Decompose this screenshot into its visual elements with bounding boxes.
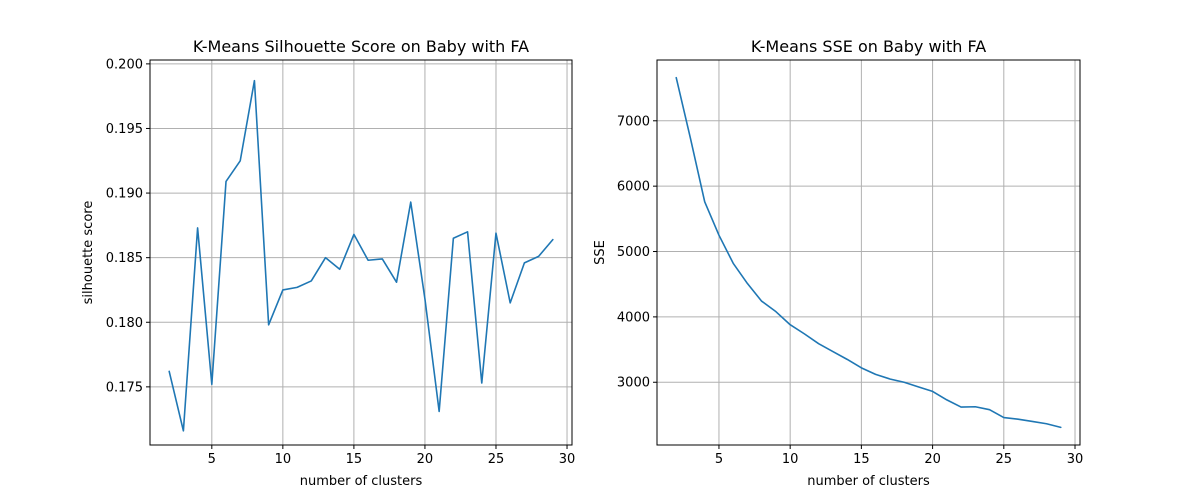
x-tick-label: 20: [924, 452, 941, 467]
y-tick-label: 0.175: [106, 380, 143, 395]
series-line: [675, 76, 1062, 429]
axes-frame: [656, 59, 1081, 446]
chart-title: K-Means Silhouette Score on Baby with FA: [193, 37, 529, 56]
y-tick-label: 0.195: [106, 122, 143, 137]
y-tick-label: 5000: [617, 245, 650, 260]
x-tick-label: 15: [346, 452, 363, 467]
x-tick-label: 10: [275, 452, 292, 467]
series-layer: [168, 79, 554, 432]
x-tick-label: 30: [1067, 452, 1084, 467]
grid: [657, 60, 1080, 445]
x-tick-label: 5: [208, 452, 216, 467]
x-tick-label: 20: [417, 452, 434, 467]
x-axis-label: number of clusters: [807, 474, 930, 489]
y-tick-label: 4000: [617, 310, 650, 325]
x-tick-label: 15: [853, 452, 870, 467]
x-tick-label: 25: [996, 452, 1013, 467]
y-tick-label: 0.185: [106, 251, 143, 266]
x-tick-label: 25: [488, 452, 505, 467]
y-tick-label: 0.200: [106, 57, 143, 72]
sse-plot: 5 10 15 20 25 30 3000 4000 5000 6000 7000 K-Means …: [593, 37, 1083, 489]
x-tick-label: 30: [559, 452, 576, 467]
y-tick-label: 6000: [617, 180, 650, 195]
series-line: [168, 79, 554, 432]
tick-layer: 5 10 15 20 25 30 3000 4000 5000 6000 7000: [617, 114, 1083, 467]
y-tick-label: 0.190: [106, 187, 143, 202]
y-tick-label: 0.180: [106, 316, 143, 331]
silhouette-score-plot: 5 10 15 20 25 30 0.175 0.180 0.185 0.190 0.195 0.20…: [81, 37, 575, 489]
axes-frame: [149, 59, 573, 446]
series-layer: [675, 76, 1062, 429]
x-axis-label: number of clusters: [300, 474, 423, 489]
x-tick-label: 10: [782, 452, 799, 467]
tick-layer: 5 10 15 20 25 30 0.175 0.180 0.185 0.190 0.195 0.20…: [106, 57, 576, 467]
y-tick-label: 3000: [617, 376, 650, 391]
y-axis-label: silhouette score: [81, 201, 96, 305]
y-tick-label: 7000: [617, 114, 650, 129]
grid: [150, 60, 572, 445]
x-tick-label: 5: [715, 452, 723, 467]
y-axis-label: SSE: [593, 240, 608, 265]
chart-title: K-Means SSE on Baby with FA: [751, 37, 986, 56]
